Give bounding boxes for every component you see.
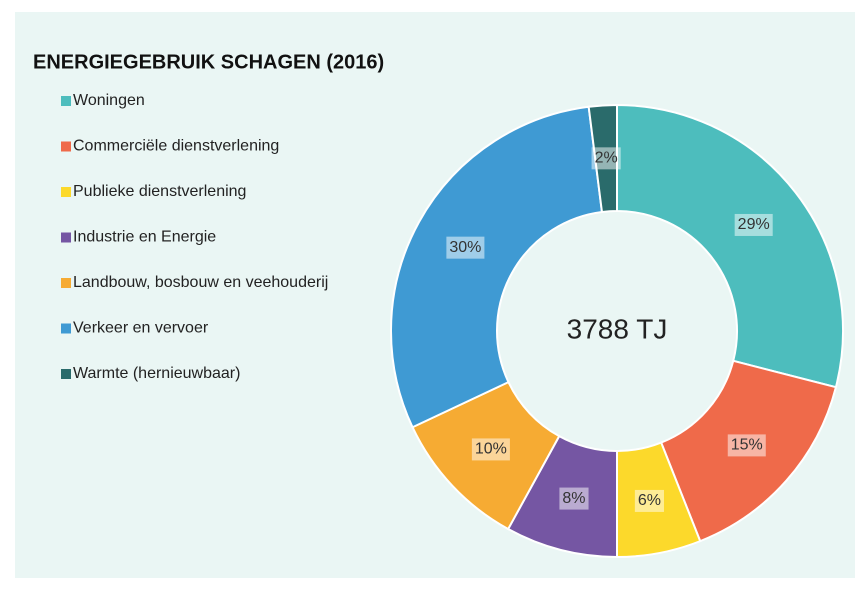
data-label: 2% (595, 150, 618, 167)
legend-swatch (61, 323, 71, 334)
data-label-box (727, 434, 766, 457)
legend-label: Woningen (73, 92, 145, 109)
data-label: 29% (738, 216, 770, 233)
data-label: 6% (638, 492, 661, 509)
data-label-box (734, 213, 773, 236)
data-label-box (634, 489, 664, 512)
legend-label: Verkeer en vervoer (73, 320, 209, 337)
legend-swatch (61, 278, 71, 288)
data-label-box (471, 438, 510, 461)
legend-swatch (61, 141, 71, 152)
legend-label: Warmte (hernieuwbaar) (73, 365, 240, 382)
legend-swatch (61, 187, 71, 197)
donut-slice (616, 103, 844, 389)
chart-title: ENERGIEGEBRUIK SCHAGEN (2016) (33, 51, 384, 73)
legend-label: Landbouw, bosbouw en veehouderij (73, 274, 328, 291)
data-label: 15% (731, 437, 763, 454)
legend-label: Publieke dienstverlening (73, 183, 246, 200)
donut-slice (390, 105, 604, 429)
legend-swatch (61, 96, 71, 106)
data-label-box (559, 487, 589, 510)
legend-swatch (61, 232, 71, 243)
center-label: 3788 TJ (567, 313, 668, 344)
legend-swatch (61, 369, 71, 379)
data-label: 10% (475, 441, 507, 458)
data-label-box (591, 147, 621, 170)
legend-label: Industrie en Energie (73, 229, 216, 246)
data-label: 8% (562, 490, 585, 507)
legend-label: Commerciële dienstverlening (73, 138, 279, 155)
data-label: 30% (449, 239, 481, 256)
data-label-box (446, 236, 485, 259)
